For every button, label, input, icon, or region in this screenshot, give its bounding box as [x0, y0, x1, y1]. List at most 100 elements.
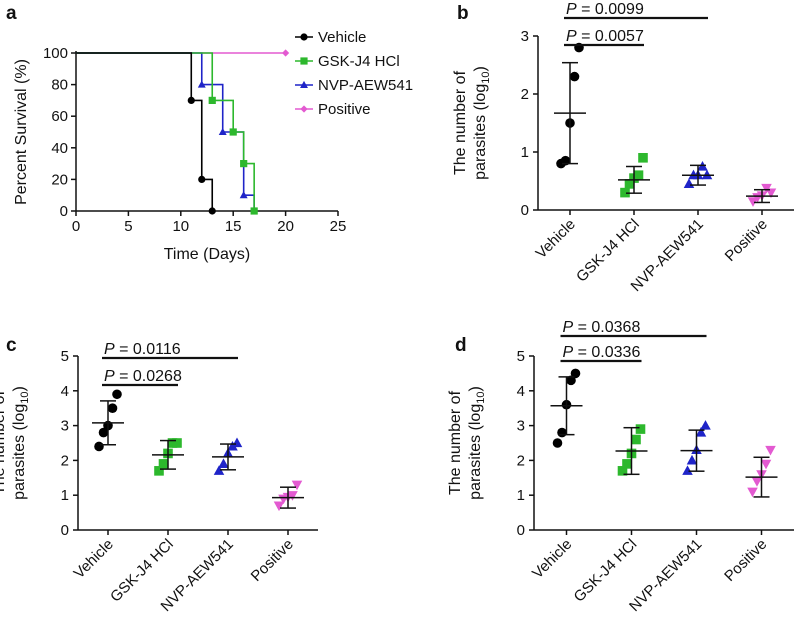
data-point	[570, 368, 581, 379]
legend-marker	[300, 57, 308, 65]
data-point	[107, 403, 118, 414]
data-point	[695, 427, 707, 437]
y-tick-label: 2	[521, 86, 529, 103]
y-axis-label-line1: The number of	[447, 390, 464, 495]
data-point	[631, 434, 641, 445]
y-axis-label-line2: parasites (log10)	[467, 386, 487, 500]
y-tick-label: 0	[517, 522, 525, 539]
series-line-gsk-j4-hcl	[76, 52, 255, 211]
data-point	[622, 459, 632, 469]
data-point	[557, 427, 567, 438]
x-tick-label: GSK-J4 HCl	[571, 536, 641, 606]
data-point	[760, 459, 772, 470]
y-tick-label: 5	[61, 348, 69, 365]
panel-a: a 0 5 10 15 20 25 0 20 40 60 80 100 Time (Days) Percen…	[6, 3, 413, 263]
data-point	[94, 441, 104, 452]
data-point	[273, 501, 285, 512]
p-value-label: P = 0.0099	[566, 1, 644, 18]
data-point	[154, 466, 164, 476]
x-tick-label: Positive	[722, 216, 771, 265]
panel-letter-b: b	[457, 3, 469, 24]
y-tick-label: 1	[61, 487, 69, 504]
x-tick-label: 0	[72, 218, 80, 235]
data-point	[208, 207, 216, 215]
p-value-label: P = 0.0268	[104, 368, 182, 385]
y-tick-label: 2	[61, 452, 69, 469]
data-point	[635, 424, 646, 434]
panel-letter-a: a	[6, 3, 17, 24]
legend-label: Positive	[318, 101, 371, 118]
data-point	[239, 191, 248, 199]
data-point	[747, 487, 758, 498]
y-tick-label: 2	[517, 452, 525, 469]
y-tick-label: 0	[60, 203, 68, 220]
panel-letter-c: c	[6, 335, 17, 356]
p-value-label: P = 0.0116	[104, 341, 181, 358]
p-value-label: P = 0.0057	[566, 28, 644, 45]
y-tick-label: 3	[61, 418, 69, 435]
data-point	[158, 459, 169, 469]
x-tick-label: Positive	[721, 536, 770, 585]
y-tick-label: 60	[51, 108, 68, 125]
x-tick-label: Vehicle	[533, 216, 579, 262]
data-point	[172, 438, 182, 448]
p-value-label: P = 0.0336	[563, 344, 641, 361]
series-line-vehicle	[76, 52, 214, 211]
x-tick-label: 15	[225, 218, 242, 235]
panel-b: b 0 1 2 3 The number of parasites (log10) Vehic…	[452, 1, 794, 295]
data-point	[624, 179, 635, 189]
data-point	[218, 127, 227, 136]
x-tick-label: GSK-J4 HCl	[573, 216, 643, 286]
p-value-label: P = 0.0368	[563, 319, 641, 336]
y-tick-label: 1	[517, 487, 525, 504]
data-point	[617, 466, 628, 476]
data-point	[566, 375, 576, 386]
y-tick-label: 5	[517, 348, 525, 365]
data-point	[197, 80, 206, 88]
y-tick-label: 3	[517, 418, 525, 435]
x-tick-label: Vehicle	[529, 536, 575, 582]
data-point	[213, 465, 225, 475]
legend-label: NVP-AEW541	[318, 77, 413, 94]
legend-label: GSK-J4 HCl	[318, 53, 400, 70]
legend-marker	[300, 105, 308, 113]
y-tick-label: 80	[51, 77, 68, 94]
legend-label: Vehicle	[318, 29, 366, 46]
x-tick-label: Positive	[248, 536, 297, 585]
y-axis-label-line1: The number of	[452, 70, 469, 175]
y-tick-label: 20	[51, 171, 68, 188]
data-point	[287, 491, 298, 501]
data-point	[638, 153, 648, 163]
data-point	[620, 187, 630, 198]
data-point	[683, 178, 695, 188]
y-axis-label-line2: parasites (log10)	[472, 66, 492, 180]
panel-d: d 0 1 2 3 4 5 The number of parasites (log10) Veh…	[447, 319, 794, 615]
legend-marker	[300, 33, 308, 41]
data-point	[633, 170, 644, 180]
series-line-nvp-aew541	[76, 52, 255, 211]
data-point	[751, 477, 763, 487]
data-point	[240, 160, 248, 168]
x-tick-label: 5	[124, 218, 132, 235]
data-point	[112, 389, 122, 400]
panel-letter-d: d	[455, 335, 467, 356]
legend-marker	[300, 80, 308, 89]
data-point	[700, 420, 711, 430]
y-tick-label: 4	[517, 383, 525, 400]
data-point	[569, 71, 580, 82]
y-tick-label: 3	[521, 28, 529, 45]
data-point	[229, 128, 237, 136]
data-point	[282, 49, 290, 57]
y-tick-label: 100	[43, 45, 68, 62]
x-tick-label: 20	[277, 218, 294, 235]
data-point	[198, 175, 206, 183]
data-point	[98, 427, 109, 438]
y-axis-label-line2: parasites (log10)	[11, 386, 31, 500]
data-point	[552, 438, 563, 448]
data-point	[208, 96, 216, 104]
